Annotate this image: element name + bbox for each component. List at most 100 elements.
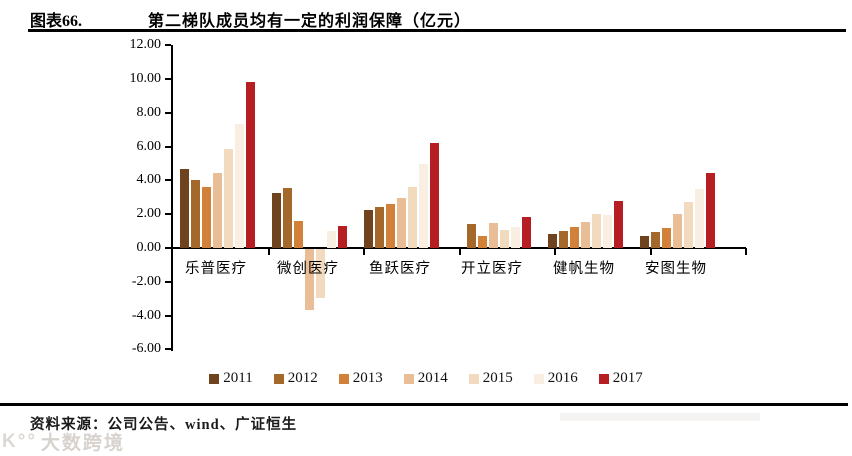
legend-swatch-icon <box>533 373 544 384</box>
legend-swatch-icon <box>403 373 414 384</box>
bar-2014-开立医疗 <box>489 223 498 248</box>
x-axis-category-label: 鱼跃医疗 <box>369 261 431 277</box>
bar-2015-乐普医疗 <box>224 149 233 248</box>
bar-2017-乐普医疗 <box>246 81 255 248</box>
bar-2013-健帆生物 <box>570 226 579 248</box>
legend-item-2016: 2016 <box>533 370 578 387</box>
watermark-text: 大数跨境 <box>40 433 125 454</box>
bar-2016-开立医疗 <box>511 226 520 248</box>
y-axis-tick <box>165 145 171 148</box>
bar-2015-鱼跃医疗 <box>408 187 417 248</box>
bar-2012-微创医疗 <box>283 188 292 248</box>
bar-2013-开立医疗 <box>478 236 487 248</box>
y-axis-label: 6.00 <box>136 138 162 154</box>
bar-2017-安图生物 <box>706 172 715 248</box>
bar-2016-鱼跃医疗 <box>419 164 428 248</box>
bar-2015-微创医疗 <box>316 249 325 298</box>
y-axis-tick <box>165 78 171 80</box>
bar-2014-健帆生物 <box>581 221 590 248</box>
x-axis-category-label: 开立医疗 <box>461 261 523 277</box>
bar-2011-安图生物 <box>640 236 649 248</box>
bar-2014-乐普医疗 <box>213 172 222 248</box>
legend-swatch-icon <box>338 373 349 384</box>
x-axis-category-label: 健帆生物 <box>553 261 615 277</box>
source-note: 资料来源：公司公告、wind、广证恒生 <box>30 417 298 433</box>
bar-2017-微创医疗 <box>338 226 347 248</box>
chart-header: 图表66. 第二梯队成员均有一定的利润保障（亿元） <box>30 7 830 31</box>
x-axis-category-label: 乐普医疗 <box>185 261 247 277</box>
bar-2015-安图生物 <box>684 202 693 248</box>
legend-item-2011: 2011 <box>209 370 253 387</box>
y-axis-tick <box>165 280 171 283</box>
bar-2012-安图生物 <box>651 231 660 248</box>
legend-swatch-icon <box>468 373 479 384</box>
bar-2017-鱼跃医疗 <box>430 143 439 248</box>
y-axis-tick <box>165 213 171 216</box>
chart-title: 第二梯队成员均有一定的利润保障（亿元） <box>148 13 472 30</box>
legend-label: 2011 <box>223 370 253 386</box>
faint-scan-artifact <box>560 413 760 421</box>
bar-2013-微创医疗 <box>294 220 303 248</box>
bar-2015-健帆生物 <box>592 214 601 248</box>
y-axis-tick <box>165 179 171 182</box>
legend-label: 2012 <box>287 370 318 386</box>
bar-2013-安图生物 <box>662 227 671 248</box>
y-axis-label: 0.00 <box>136 240 162 255</box>
bar-2016-安图生物 <box>695 188 704 248</box>
y-axis-label: 12.00 <box>129 37 162 53</box>
watermark-logo-icon: K°° <box>2 430 37 452</box>
x-axis-tick <box>554 248 556 255</box>
bar-2013-鱼跃医疗 <box>386 204 395 248</box>
y-axis-tick <box>165 247 171 249</box>
bar-2017-开立医疗 <box>522 216 531 248</box>
y-axis-tick <box>165 314 171 317</box>
y-axis-tick <box>165 111 171 114</box>
x-axis-category-label: 安图生物 <box>645 261 707 277</box>
y-axis-tick <box>165 348 171 351</box>
x-axis-tick <box>458 248 461 255</box>
bar-2012-鱼跃医疗 <box>375 207 384 248</box>
bar-2016-健帆生物 <box>603 215 612 248</box>
bar-2011-鱼跃医疗 <box>364 209 373 248</box>
bar-2012-开立医疗 <box>467 224 476 248</box>
legend-label: 2015 <box>482 370 513 386</box>
footer-divider-line <box>0 403 848 406</box>
y-axis-label: 8.00 <box>136 104 162 120</box>
bar-2012-健帆生物 <box>559 231 568 248</box>
bar-2011-健帆生物 <box>548 234 557 248</box>
bar-2014-微创医疗 <box>305 249 314 310</box>
bar-2013-乐普医疗 <box>202 187 211 248</box>
y-axis-label: -2.00 <box>131 273 161 289</box>
bar-2017-健帆生物 <box>614 200 623 248</box>
y-axis-label: -4.00 <box>131 307 161 323</box>
y-axis-label: 10.00 <box>129 71 162 86</box>
x-axis-tick <box>649 248 652 255</box>
x-axis-tick <box>745 248 747 255</box>
legend-label: 2013 <box>352 370 383 386</box>
bar-2015-开立医疗 <box>500 230 509 248</box>
legend-item-2017: 2017 <box>598 370 643 387</box>
bar-2011-乐普医疗 <box>180 169 189 248</box>
x-axis-tick <box>267 248 270 255</box>
y-axis-line <box>171 45 173 352</box>
bar-2014-鱼跃医疗 <box>397 198 406 248</box>
bar-2012-乐普医疗 <box>191 180 200 248</box>
bar-2016-乐普医疗 <box>235 123 244 248</box>
legend-swatch-icon <box>598 373 609 384</box>
y-axis-label: 2.00 <box>136 206 162 222</box>
watermark: K°° 大数跨境 <box>2 428 125 455</box>
legend-label: 2016 <box>547 370 578 386</box>
chart-legend: 2011 2012 2013 2014 2015 2016 2017 <box>0 370 852 387</box>
legend-label: 2014 <box>417 370 448 386</box>
legend-item-2014: 2014 <box>403 370 448 387</box>
legend-item-2015: 2015 <box>468 370 513 387</box>
legend-swatch-icon <box>209 373 220 384</box>
legend-swatch-icon <box>273 373 284 384</box>
legend-label: 2017 <box>612 370 643 386</box>
y-axis-tick <box>165 44 171 47</box>
header-divider-line <box>28 29 846 32</box>
legend-item-2012: 2012 <box>273 370 318 387</box>
legend-item-2013: 2013 <box>338 370 383 387</box>
